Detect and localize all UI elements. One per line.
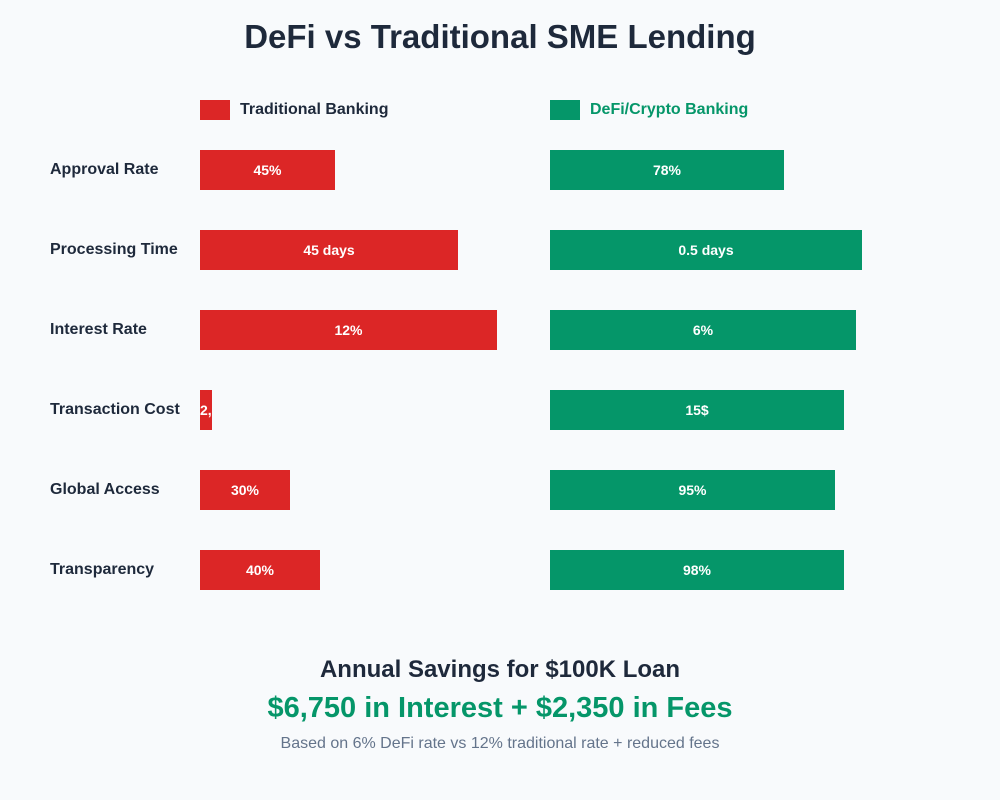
bar-traditional: 30%	[200, 470, 290, 510]
legend-swatch-defi	[550, 100, 580, 120]
category-label: Transparency	[50, 561, 155, 578]
bar-traditional: 12%	[200, 310, 497, 350]
bar-defi: 15$	[550, 390, 844, 430]
bar-traditional: 45%	[200, 150, 335, 190]
category-label: Global Access	[50, 481, 160, 498]
category-label: Transaction Cost	[50, 401, 180, 418]
summary-note: Based on 6% DeFi rate vs 12% traditional…	[280, 735, 720, 752]
bar-defi: 98%	[550, 550, 844, 590]
summary-savings: $6,750 in Interest + $2,350 in Fees	[267, 692, 733, 724]
bar-defi: 0.5 days	[550, 230, 862, 270]
bar-traditional: 40%	[200, 550, 320, 590]
summary-title: Annual Savings for $100K Loan	[319, 656, 681, 683]
legend-swatch-traditional	[200, 100, 230, 120]
legend-label-defi: DeFi/Crypto Banking	[590, 101, 749, 118]
bar-traditional: 45 days	[200, 230, 458, 270]
chart-title: DeFi vs Traditional SME Lending	[244, 18, 756, 55]
category-label: Approval Rate	[50, 161, 159, 178]
legend-item-defi: DeFi/Crypto Banking	[550, 100, 748, 120]
bar-defi: 6%	[550, 310, 856, 350]
legend-item-traditional: Traditional Banking	[200, 100, 388, 120]
category-label: Processing Time	[50, 241, 178, 258]
category-label: Interest Rate	[50, 321, 147, 338]
bar-traditional: 2,350	[200, 390, 212, 430]
bar-defi: 78%	[550, 150, 784, 190]
bar-defi: 95%	[550, 470, 835, 510]
legend-label-traditional: Traditional Banking	[240, 101, 389, 118]
